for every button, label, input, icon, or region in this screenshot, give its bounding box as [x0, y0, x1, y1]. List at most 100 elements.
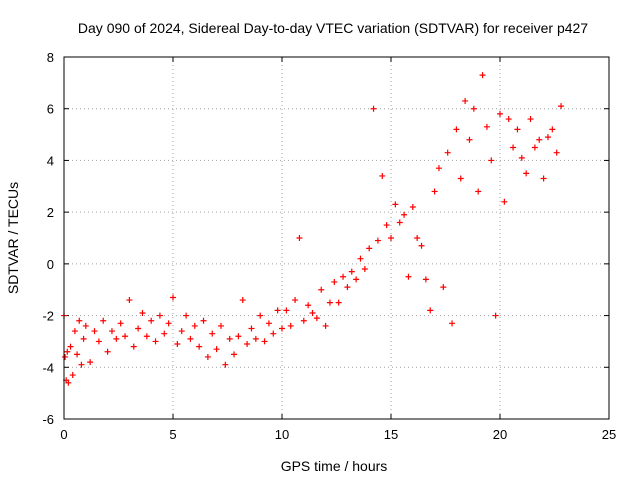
- data-point: [292, 297, 299, 304]
- data-point: [139, 309, 146, 316]
- data-point: [544, 134, 551, 141]
- data-point: [366, 245, 373, 252]
- data-point: [126, 297, 133, 304]
- plot-frame: [63, 56, 610, 420]
- data-point: [479, 72, 486, 79]
- data-point: [440, 284, 447, 291]
- y-tick-label: 4: [47, 153, 54, 168]
- data-point: [523, 170, 530, 177]
- data-point: [466, 136, 473, 143]
- data-points: [61, 72, 565, 386]
- data-point: [165, 320, 172, 327]
- x-tick-label: 25: [602, 427, 616, 442]
- data-point: [265, 320, 272, 327]
- data-point: [422, 276, 429, 283]
- data-point: [187, 335, 194, 342]
- data-point: [174, 341, 181, 348]
- data-point: [152, 338, 159, 345]
- data-point: [231, 351, 238, 358]
- grid-lines: [64, 57, 609, 419]
- data-point: [540, 175, 547, 182]
- y-tick-label: 0: [47, 257, 54, 272]
- data-point: [326, 299, 333, 306]
- data-point: [331, 278, 338, 285]
- data-point: [217, 322, 224, 329]
- data-point: [80, 335, 87, 342]
- data-point: [435, 165, 442, 172]
- data-point: [213, 346, 220, 353]
- x-tick-label: 0: [60, 427, 67, 442]
- data-point: [379, 172, 386, 179]
- data-point: [257, 312, 264, 319]
- data-point: [409, 203, 416, 210]
- data-point: [457, 175, 464, 182]
- data-point: [82, 322, 89, 329]
- data-point: [279, 325, 285, 332]
- x-tick-label: 20: [493, 427, 507, 442]
- data-point: [95, 338, 102, 345]
- data-point: [183, 312, 190, 319]
- data-point: [505, 116, 512, 123]
- data-point: [270, 330, 277, 337]
- data-point: [361, 266, 368, 273]
- data-point: [69, 372, 76, 379]
- data-point: [305, 302, 312, 309]
- y-axis-label: SDTVAR / TECUs: [5, 182, 21, 294]
- data-point: [414, 235, 421, 241]
- data-point: [348, 268, 355, 275]
- data-point: [510, 144, 517, 151]
- y-tick-label: -6: [42, 412, 54, 427]
- data-point: [204, 353, 211, 360]
- data-point: [549, 126, 556, 133]
- data-point: [200, 317, 207, 324]
- data-point: [191, 322, 198, 329]
- data-point: [78, 361, 85, 368]
- data-point: [287, 322, 294, 329]
- data-point: [130, 343, 137, 350]
- data-point: [156, 312, 163, 319]
- y-tick-label: -2: [42, 309, 54, 324]
- data-point: [104, 348, 111, 355]
- data-point: [91, 328, 98, 335]
- data-point: [71, 328, 78, 335]
- x-tick-label: 15: [384, 427, 398, 442]
- data-point: [244, 341, 251, 348]
- data-point: [536, 136, 543, 143]
- data-point: [558, 103, 565, 110]
- data-point: [209, 330, 216, 337]
- data-point: [344, 284, 351, 291]
- data-point: [261, 338, 268, 345]
- data-point: [527, 116, 534, 123]
- data-point: [117, 320, 124, 327]
- y-tick-label: 2: [47, 205, 54, 220]
- y-tick-label: -4: [42, 360, 54, 375]
- data-point: [462, 97, 469, 104]
- data-point: [335, 299, 342, 306]
- x-tick-label: 5: [169, 427, 176, 442]
- data-point: [252, 335, 259, 342]
- data-point: [396, 219, 403, 226]
- data-point: [161, 330, 168, 337]
- data-point: [122, 333, 129, 340]
- data-point: [67, 343, 74, 350]
- data-point: [226, 335, 233, 342]
- data-point: [296, 235, 303, 241]
- data-point: [497, 110, 503, 117]
- data-point: [514, 126, 521, 133]
- data-point: [431, 188, 438, 195]
- data-point: [475, 188, 482, 195]
- data-point: [100, 317, 107, 324]
- data-point: [64, 348, 71, 355]
- data-point: [488, 157, 495, 164]
- data-point: [322, 322, 329, 329]
- data-point: [357, 255, 364, 262]
- data-point: [178, 328, 185, 335]
- data-point: [235, 333, 242, 340]
- data-point: [483, 123, 490, 130]
- y-tick-label: 8: [47, 50, 54, 65]
- data-point: [248, 325, 255, 332]
- data-point: [313, 315, 320, 322]
- data-point: [74, 351, 81, 358]
- tick-labels: 0 5 10 15 20 25 -6 -4 -2 0 2 4 6 8: [42, 50, 616, 442]
- data-point: [401, 211, 408, 218]
